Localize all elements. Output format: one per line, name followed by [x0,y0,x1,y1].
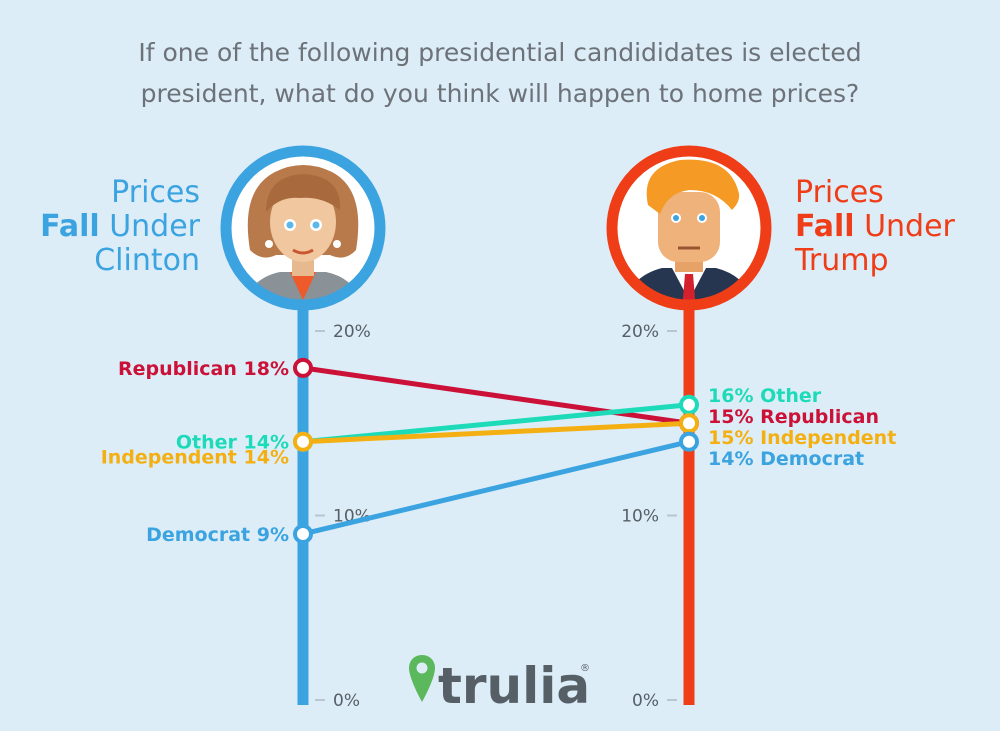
independent-right-label: 15% Independent [708,427,896,449]
independent-left-marker [293,431,313,452]
other-series-line [302,402,690,445]
trump-portrait-icon [606,145,772,311]
right-title: Prices Fall Under Trump [794,175,956,278]
question-line-2: president, what do you think will happen… [141,79,860,108]
democrat-left-marker [293,523,313,544]
brand-registered-mark: ® [580,663,590,674]
left-tick-label: 20% [333,322,371,342]
right-title-line-2: Fall Under [795,209,956,244]
right-tick-label: 20% [621,322,659,342]
left-title-bold: Fall [40,209,100,244]
series-labels: Republican 18% 15% Republican Other 14% 16%… [101,358,897,546]
map-pin-icon [409,655,435,702]
left-title: Prices Fall Under Clinton [40,175,201,278]
other-right-marker [679,394,699,415]
republican-left-marker [293,357,313,378]
left-tick-label: 0% [333,691,360,711]
democrat-left-label: Democrat 9% [146,524,289,546]
right-tick-label: 0% [632,691,659,711]
republican-right-label: 15% Republican [708,406,879,428]
right-title-line-1: Prices [795,175,884,210]
independent-series-line [302,420,690,445]
left-title-line-3: Clinton [94,243,200,278]
brand-name: trulia [438,657,590,715]
series-lines [302,365,690,537]
democrat-right-marker [679,431,699,452]
independent-left-label: Independent 14% [101,447,289,469]
right-title-bold: Fall [795,209,855,244]
axis-ticks: 0% 0%10% 10%20% 20% [315,322,677,711]
democrat-series-line [302,439,690,537]
republican-left-label: Republican 18% [118,358,289,380]
left-title-rest: Under [100,209,201,244]
democrat-right-label: 14% Democrat [708,448,864,470]
series-markers [293,357,699,544]
left-title-line-1: Prices [111,175,200,210]
series-group: Republican 18% 15% Republican Other 14% 16%… [101,357,897,546]
other-right-label: 16% Other [708,385,822,407]
trulia-logo: trulia ® [409,655,590,715]
other-left-label: Other 14% [176,432,289,454]
right-title-rest: Under [855,209,956,244]
republican-series-line [302,365,690,426]
question-line-1: If one of the following presidential can… [138,38,861,67]
clinton-portrait-icon [220,145,386,311]
right-tick-label: 10% [621,507,659,527]
right-title-line-3: Trump [794,243,889,278]
left-title-line-2: Fall Under [40,209,201,244]
independent-right-marker [679,413,699,434]
